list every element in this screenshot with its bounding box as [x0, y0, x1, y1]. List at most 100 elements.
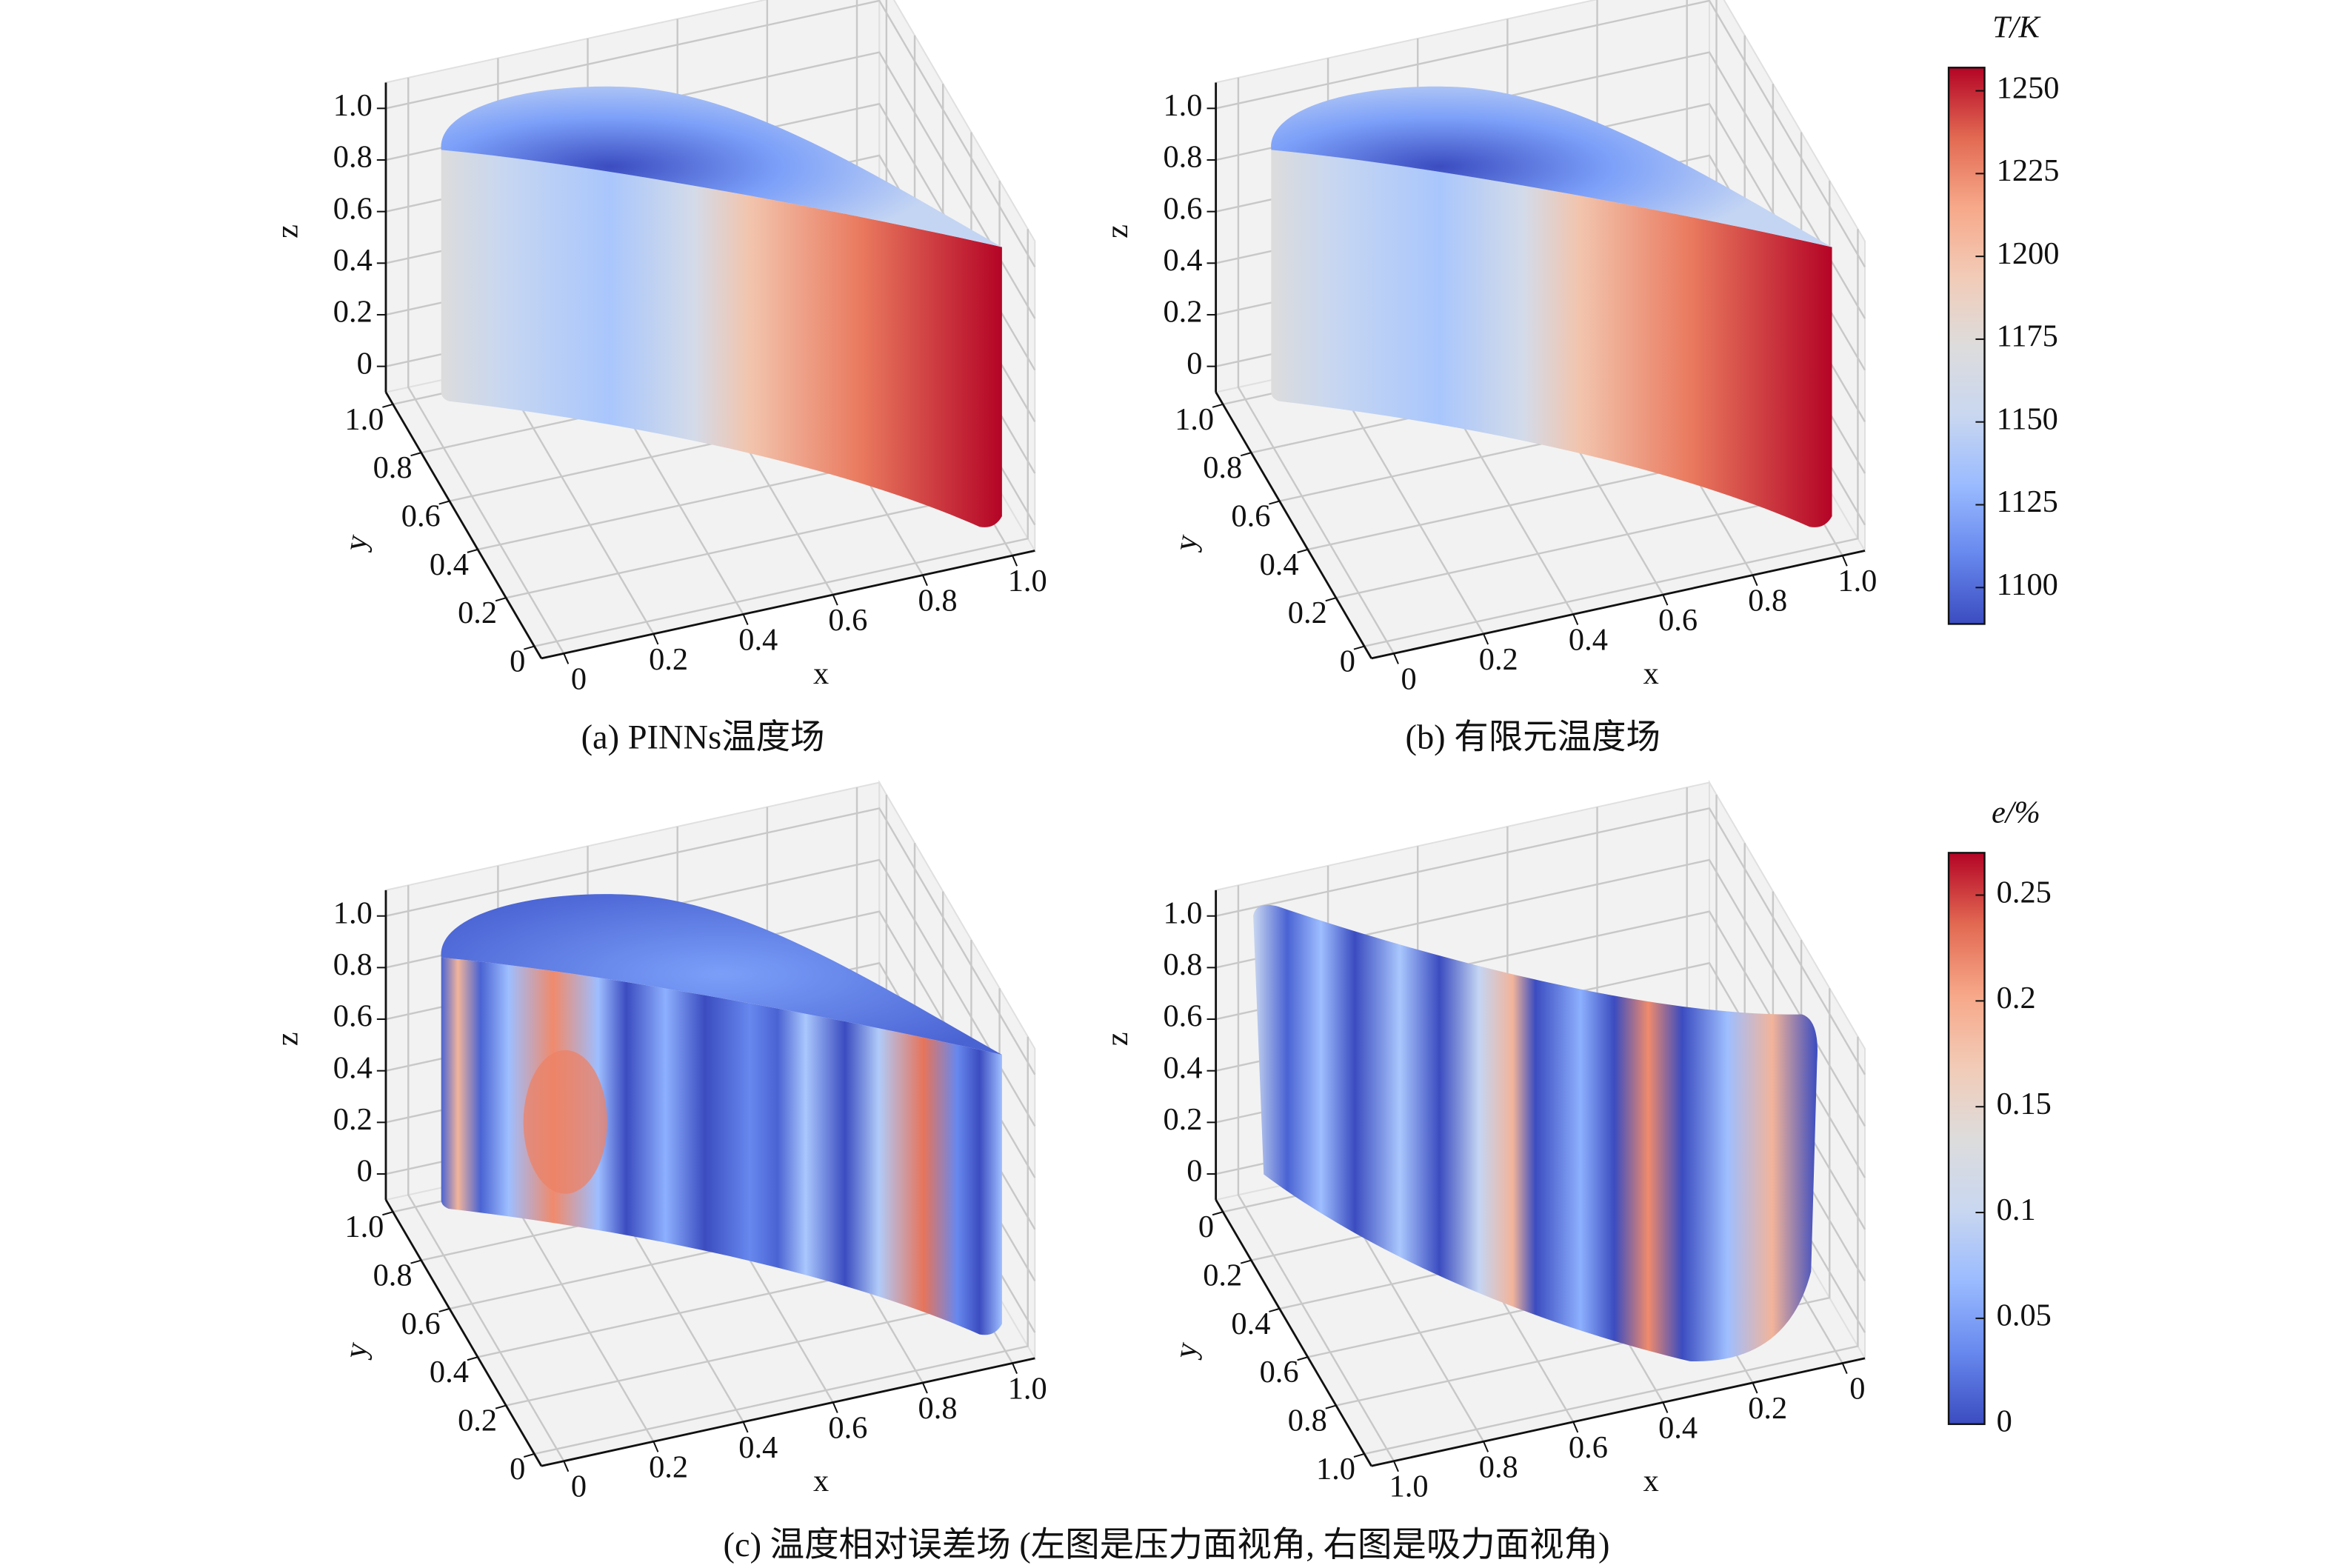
z-tick-label: 0.6	[333, 999, 373, 1034]
y-tick-label: 0	[510, 1452, 525, 1487]
y-tick-label: 0	[510, 644, 525, 679]
y-axis-label: y	[1168, 1339, 1205, 1361]
tick-mark	[495, 597, 507, 602]
grid-line	[385, 0, 1036, 267]
tick-mark	[1325, 597, 1337, 602]
tick-mark	[1841, 1363, 1848, 1375]
z-tick-label: 0.2	[333, 295, 373, 330]
y-tick-label: 1.0	[1316, 1452, 1355, 1487]
tick-mark	[1752, 575, 1758, 587]
grid-line	[1237, 77, 1395, 654]
y-tick-label: 0.8	[1288, 1404, 1327, 1438]
z-tick-label: 1.0	[1163, 88, 1202, 123]
x-tick-label: 0.6	[828, 603, 867, 638]
caption: (b) 有限元温度场	[1406, 719, 1661, 757]
z-tick-label: 0	[1186, 346, 1202, 381]
z-tick-label: 0.6	[1163, 191, 1202, 226]
tick-mark	[1572, 1421, 1579, 1433]
x-axis-label: x	[1643, 1464, 1659, 1498]
x-tick-label: 0.8	[918, 1391, 958, 1426]
y-tick-label: 0.6	[1231, 498, 1270, 533]
tick-mark	[1240, 1259, 1252, 1264]
x-tick-label: 0.4	[1658, 1410, 1698, 1445]
x-tick-label: 0.4	[1569, 623, 1608, 658]
tick-mark	[1353, 1452, 1365, 1458]
tick-mark	[742, 1421, 749, 1433]
tick-mark	[921, 575, 928, 587]
tick-mark	[382, 403, 393, 408]
surface-side	[441, 957, 1002, 1335]
y-axis-line	[384, 1199, 543, 1467]
colorbar-tick-label: 1100	[1997, 567, 2058, 602]
x-tick-label: 0.6	[1569, 1430, 1608, 1465]
x-axis-line	[541, 550, 1035, 660]
tick-mark	[1240, 452, 1252, 457]
caption: (c) 温度相对误差场 (左图是压力面视角, 右图是吸力面视角)	[724, 1527, 1610, 1564]
x-tick-label: 0.8	[1479, 1449, 1518, 1484]
grid-line	[534, 1036, 1029, 1455]
colorbar-tick-label: 1175	[1997, 319, 2058, 354]
y-tick-label: 0	[1198, 1210, 1214, 1244]
x-tick-label: 0.2	[1748, 1391, 1787, 1426]
tick-mark	[410, 1259, 421, 1264]
grid-line	[534, 229, 1029, 647]
y-axis-label: y	[338, 531, 375, 553]
tick-mark	[438, 500, 450, 505]
x-axis-line	[541, 1357, 1035, 1467]
surface-hotspot	[523, 1050, 607, 1194]
tick-mark	[467, 1356, 478, 1361]
z-tick-label: 0.8	[333, 947, 373, 982]
x-tick-label: 0.6	[828, 1410, 867, 1445]
tick-mark	[1392, 1461, 1399, 1472]
y-tick-label: 0.6	[401, 498, 441, 533]
y-tick-label: 1.0	[344, 402, 384, 437]
y-tick-label: 0.8	[373, 1258, 413, 1292]
tick-mark	[1662, 1401, 1669, 1413]
tick-mark	[1012, 1363, 1018, 1375]
x-tick-label: 1.0	[1838, 564, 1877, 598]
tick-mark	[1483, 633, 1489, 645]
z-tick-label: 0.2	[1163, 1102, 1202, 1137]
z-tick-label: 0	[357, 1154, 373, 1189]
x-tick-label: 0.2	[649, 1449, 688, 1484]
z-tick-label: 0.4	[1163, 243, 1202, 278]
y-tick-label: 0.4	[1231, 1307, 1270, 1341]
x-tick-label: 1.0	[1008, 564, 1047, 598]
tick-mark	[1841, 555, 1848, 567]
colorbar-tick-label: 1125	[1997, 484, 2058, 519]
colorbar-tick-label: 1250	[1997, 70, 2060, 105]
y-tick-label: 0.4	[430, 547, 469, 582]
colorbar	[1947, 852, 1986, 1425]
y-axis-label: y	[338, 1339, 375, 1361]
z-axis-label: z	[270, 224, 304, 238]
z-tick-label: 1.0	[333, 895, 373, 930]
tick-mark	[1297, 1356, 1309, 1361]
z-axis-label: z	[1100, 224, 1135, 238]
x-tick-label: 0.6	[1658, 603, 1698, 638]
y-axis-label: y	[1168, 531, 1205, 553]
caption: (a) PINNs温度场	[581, 719, 825, 757]
surface-top	[1271, 86, 1832, 247]
colorbar-tick-label: 0.25	[1997, 875, 2052, 910]
tick-mark	[1297, 548, 1309, 553]
colorbar-label: T/K	[1992, 10, 2041, 45]
tick-mark	[832, 594, 838, 606]
z-tick-label: 0.8	[1163, 947, 1202, 982]
y-tick-label: 1.0	[344, 1210, 384, 1244]
panel: 0 0.2 0.4 0.6 0.8 1.0 0 0.2 0.4 0.6 0.8 1.0 0 0.2 0.4 0…	[1100, 0, 1877, 757]
tick-mark	[1353, 645, 1365, 650]
x-tick-label: 0.2	[1479, 642, 1518, 677]
colorbar-tick-label: 0.15	[1997, 1087, 2052, 1121]
y-tick-label: 0.4	[1260, 547, 1299, 582]
tick-mark	[438, 1307, 450, 1312]
surface-side	[1253, 904, 1818, 1362]
x-axis-label: x	[1643, 656, 1659, 691]
y-tick-label: 1.0	[1175, 402, 1214, 437]
z-axis-label: z	[1100, 1032, 1135, 1046]
tick-mark	[1752, 1382, 1758, 1394]
y-tick-label: 0.6	[401, 1307, 441, 1341]
tick-mark	[1662, 594, 1669, 606]
panel: 0 0.2 0.4 0.6 0.8 1.0 0 0.2 0.4 0.6 0.8 1.0 0 0.2 0.4 0…	[270, 0, 1047, 757]
z-tick-label: 0.2	[333, 1102, 373, 1137]
z-tick-label: 0.4	[1163, 1050, 1202, 1085]
